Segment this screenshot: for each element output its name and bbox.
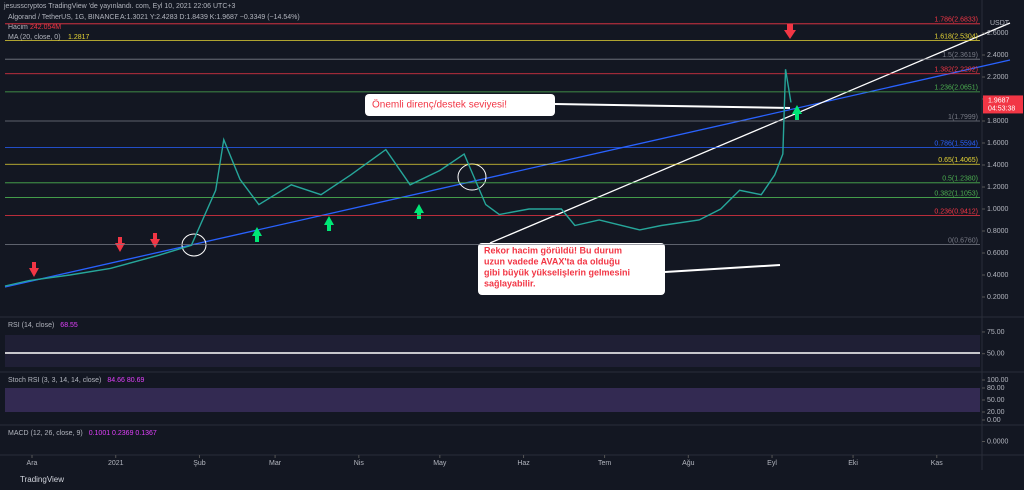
y-tick-label: 1.2000	[987, 184, 1009, 191]
trend-line	[4, 59, 1011, 288]
indicator-values: 68.55	[60, 322, 78, 329]
footer-logo: TradingView	[20, 475, 64, 484]
x-tick-label: Eyl	[767, 460, 777, 467]
fib-label: 0.382(1.1053)	[934, 190, 978, 197]
x-tick-label: Ara	[27, 460, 38, 467]
y-tick-label: 2.6000	[987, 30, 1009, 37]
callout-text: gibi büyük yükselişlerin gelmesini	[484, 267, 630, 277]
fib-label: 1.618(2.5304)	[934, 33, 978, 40]
fib-label: 0.65(1.4065)	[938, 157, 978, 164]
ma-label: MA (20, close, 0)	[8, 34, 61, 41]
y-tick-label: 0.8000	[987, 228, 1009, 235]
y-tick-label: 0.6000	[987, 250, 1009, 257]
y-tick-label: 1.8000	[987, 118, 1009, 125]
fib-label: 1.5(2.3619)	[942, 52, 978, 59]
indicator-title: Stoch RSI (3, 3, 14, 14, close)	[8, 377, 101, 384]
y-tick-label: 0.0000	[987, 438, 1009, 445]
x-tick-label: Nis	[354, 460, 365, 467]
y-tick-label: 80.00	[987, 385, 1005, 392]
callout-pointer	[664, 264, 781, 273]
callout-text: uzun vadede AVAX'ta da olduğu	[484, 256, 620, 266]
x-tick-label: Şub	[193, 460, 206, 467]
countdown: 04:53:38	[988, 105, 1015, 112]
x-tick-label: Haz	[517, 460, 530, 467]
fib-label: 1.236(2.0651)	[934, 85, 978, 92]
fib-label: 1.382(2.2292)	[934, 67, 978, 74]
rsi-band	[5, 335, 980, 367]
callout-text: Önemli direnç/destek seviyesi!	[372, 99, 507, 111]
x-tick-label: Eki	[848, 460, 858, 467]
y-tick-label: 0.00	[987, 417, 1001, 424]
indicator-title: MACD (12, 26, close, 9)	[8, 430, 83, 437]
y-tick-label: 20.00	[987, 409, 1005, 416]
volume-label: Hacim	[8, 24, 28, 31]
fib-label: 1.786(2.6833)	[934, 17, 978, 24]
y-tick-label: 2.4000	[987, 52, 1009, 59]
y-tick-label: 1.6000	[987, 140, 1009, 147]
volume-value: 242.054M	[30, 24, 61, 31]
x-tick-label: Mar	[269, 460, 282, 467]
x-tick-label: Kas	[931, 460, 944, 467]
y-tick-label: 100.00	[987, 377, 1009, 384]
callout-text: Rekor hacim görüldü! Bu durum	[484, 245, 622, 255]
price-line	[4, 69, 792, 287]
y-tick-label: 50.00	[987, 351, 1005, 358]
currency: USDT	[990, 20, 1010, 27]
symbol-text: Algorand / TetherUS, 1G, BINANCE	[8, 14, 119, 21]
y-tick-label: 2.2000	[987, 74, 1009, 81]
ma-value: 1.2817	[68, 34, 90, 41]
y-tick-label: 1.4000	[987, 162, 1009, 169]
last-price: 1.9687	[988, 97, 1010, 104]
ohlc-text: A:1.3021 Y:2.4283 D:1.8439 K:1.9687 −0.3…	[120, 14, 300, 21]
fib-label: 0.5(1.2380)	[942, 176, 978, 183]
y-tick-label: 0.4000	[987, 272, 1009, 279]
y-tick-label: 1.0000	[987, 206, 1009, 213]
y-tick-label: 50.00	[987, 397, 1005, 404]
callout-text: sağlayabilir.	[484, 278, 536, 288]
indicator-values: 84.66 80.69	[107, 377, 144, 384]
last-price-box	[983, 95, 1023, 114]
x-tick-label: May	[433, 460, 447, 467]
fib-label: 1(1.7999)	[948, 114, 978, 121]
published-text: jesusscryptos TradingView 'de yayınlandı…	[3, 3, 235, 10]
indicator-values: 0.1001 0.2369 0.1367	[89, 430, 157, 437]
fib-label: 0.786(1.5594)	[934, 140, 978, 147]
trend-line	[489, 22, 1011, 244]
x-tick-label: Tem	[598, 460, 611, 467]
y-tick-label: 0.2000	[987, 294, 1009, 301]
fib-label: 0.236(0.9412)	[934, 208, 978, 215]
callout-box	[365, 94, 555, 116]
x-tick-label: Ağu	[682, 460, 695, 467]
callout-box	[478, 243, 665, 295]
stoch-band	[5, 388, 980, 412]
fib-label: 0(0.6760)	[948, 237, 978, 244]
indicator-title: RSI (14, close)	[8, 322, 54, 329]
x-tick-label: 2021	[108, 460, 124, 467]
y-tick-label: 75.00	[987, 329, 1005, 336]
callout-pointer	[554, 103, 791, 109]
